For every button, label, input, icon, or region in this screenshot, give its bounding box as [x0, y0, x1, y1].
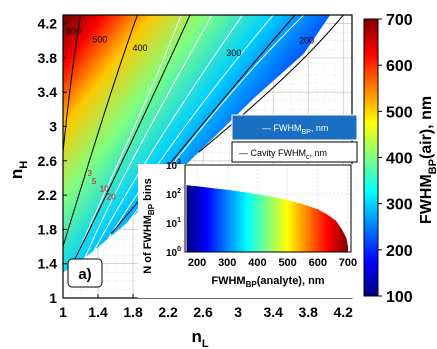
- black-contour-label-300: 300: [226, 48, 241, 58]
- inset-y-tick-label: 100: [166, 246, 181, 259]
- black-contour-label-500: 500: [92, 34, 107, 44]
- colorbar-tick-label: 500: [386, 104, 413, 121]
- colorbar-tick-label: 300: [386, 197, 413, 214]
- heatmap-region: [63, 15, 331, 273]
- black-contours: 600 500 400 300 200: [63, 15, 344, 266]
- black-contour-500: [63, 15, 138, 247]
- colorbar-tick-label: 400: [386, 151, 413, 168]
- inset-x-label: FWHMBP(analyte), nm: [211, 275, 324, 289]
- white-contour-label: 3: [88, 169, 93, 178]
- x-axis-ticks: 1 1.4 1.8 2.2 2.6 3 3.4 3.8 4.2: [59, 294, 353, 320]
- colorbar-tick-label: 700: [386, 12, 413, 29]
- colorbar: 700 600 500 400 300 200 100 FWHMBP(air), nm: [363, 12, 437, 306]
- inset-y-ticks: 100 101 102 103: [166, 159, 181, 259]
- inset-histogram: 200 300 400 500 600 700 100 101 102 103 FWHMBP(a…: [138, 159, 357, 298]
- inset-x-tick-label: 500: [278, 257, 296, 269]
- colorbar-tick-label: 100: [386, 289, 413, 306]
- colorbar-tick-label: 200: [386, 243, 413, 260]
- inset-x-tick-label: 700: [339, 257, 357, 269]
- white-contour-label: 10: [100, 185, 109, 194]
- y-tick-label: 2.2: [38, 187, 58, 203]
- inset-y-tick-label: 101: [166, 217, 181, 230]
- y-axis-ticks: 1 1.4 1.8 2.2 2.6 3 3.4 3.8 4.2: [38, 16, 67, 306]
- inset-y-tick-label: 102: [166, 188, 181, 201]
- y-tick-label: 2.6: [38, 153, 58, 169]
- white-contour-line: [88, 15, 243, 260]
- black-contour-label-400: 400: [133, 43, 148, 53]
- y-axis-label: nH: [7, 161, 30, 179]
- inset-y-label: N of FWHMBP bins: [142, 178, 156, 273]
- panel-label-box: a): [67, 258, 103, 288]
- legend: — FWHMBP, nm — Cavity FWHMc, nm: [231, 114, 358, 163]
- x-tick-label: 3.4: [263, 304, 283, 320]
- y-tick-label: 4.2: [38, 16, 58, 32]
- white-contour-label: 20: [107, 192, 116, 201]
- y-tick-label: 1.4: [38, 256, 58, 272]
- white-contour-line: [97, 15, 274, 256]
- y-tick-label: 3: [49, 118, 57, 134]
- inset-x-ticks: 200 300 400 500 600 700: [188, 257, 357, 269]
- black-contour-200: [198, 15, 344, 153]
- heatmap-fill: [63, 15, 331, 273]
- x-tick-label: 1: [59, 304, 67, 320]
- inset-x-tick-label: 600: [309, 257, 327, 269]
- x-tick-label: 3.8: [298, 304, 318, 320]
- black-contour-300: [110, 15, 296, 235]
- white-contour-line: [73, 15, 182, 264]
- black-contour-label-600: 600: [66, 26, 81, 36]
- y-tick-label: 3.4: [38, 84, 58, 100]
- x-tick-label: 2.6: [193, 304, 213, 320]
- inset-x-tick-label: 300: [218, 257, 236, 269]
- y-tick-label: 1.8: [38, 221, 58, 237]
- y-tick-label: 1: [49, 290, 57, 306]
- legend-entry-fwhm-bp: — FWHMBP, nm: [231, 114, 358, 141]
- panel-label: a): [78, 266, 91, 283]
- white-contour-line: [81, 15, 213, 264]
- white-contour-line: [110, 15, 305, 246]
- black-contour-600: [63, 15, 82, 153]
- svg-text:— FWHMBP, nm: — FWHMBP, nm: [262, 123, 328, 136]
- colorbar-tick-label: 600: [386, 58, 413, 75]
- colorbar-label: FWHMBP(air), nm: [418, 96, 437, 224]
- histogram-area: [186, 185, 348, 252]
- inset-y-tick-label: 103: [166, 159, 181, 172]
- colorbar-ticks: 700 600 500 400 300 200 100: [378, 12, 413, 306]
- x-tick-label: 1.4: [88, 304, 108, 320]
- x-tick-label: 2.2: [158, 304, 178, 320]
- x-axis-label: nL: [191, 327, 208, 349]
- x-tick-label: 4.2: [334, 304, 354, 320]
- inset-x-tick-label: 200: [188, 257, 206, 269]
- white-contour-label: 5: [92, 177, 97, 186]
- black-contour-label-200: 200: [299, 35, 314, 45]
- y-tick-label: 3.8: [38, 50, 58, 66]
- legend-entry-cavity-fwhm: — Cavity FWHMc, nm: [231, 141, 358, 163]
- colorbar-ramp: [363, 18, 379, 297]
- x-tick-label: 1.8: [123, 304, 143, 320]
- svg-text:— Cavity FWHMc, nm: — Cavity FWHMc, nm: [239, 148, 327, 161]
- inset-frame: [184, 164, 352, 253]
- x-tick-label: 3: [234, 304, 242, 320]
- black-contour-400: [71, 15, 191, 266]
- inset-x-tick-label: 400: [248, 257, 266, 269]
